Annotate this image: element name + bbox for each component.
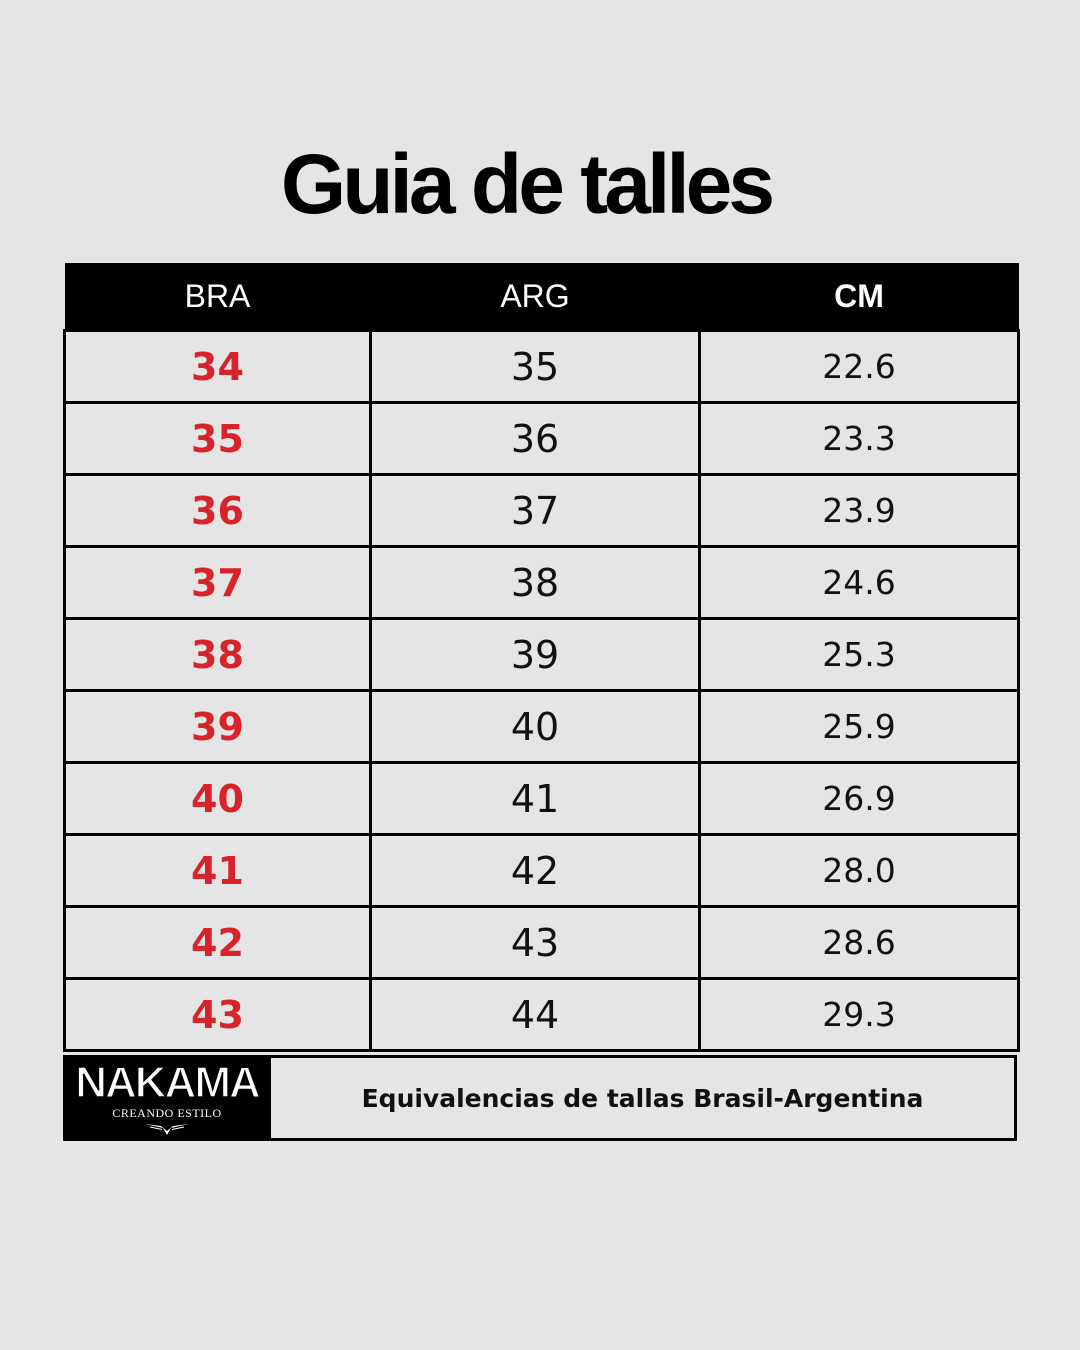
cm-length-cell: 22.6: [698, 329, 1020, 404]
bra-size-cell: 41: [63, 833, 372, 908]
bra-size-cell: 43: [63, 977, 372, 1052]
bra-size-cell: 42: [63, 905, 372, 980]
column-header-cm: CM: [699, 263, 1019, 331]
cm-length-cell: 23.9: [698, 473, 1020, 548]
bra-size-cell: 35: [63, 401, 372, 476]
table-header-row: BRA ARG CM: [64, 263, 1019, 331]
arg-size-cell: 38: [369, 545, 701, 620]
arg-size-cell: 42: [369, 833, 701, 908]
cm-length-cell: 25.9: [698, 689, 1020, 764]
arg-size-cell: 37: [369, 473, 701, 548]
column-header-bra: BRA: [64, 263, 371, 331]
arg-size-cell: 41: [369, 761, 701, 836]
table-row: 34 35 22.6: [63, 329, 1020, 404]
footer-caption: Equivalencias de tallas Brasil-Argentina: [361, 1083, 924, 1113]
cm-length-cell: 28.0: [698, 833, 1020, 908]
arg-size-cell: 36: [369, 401, 701, 476]
table-row: 39 40 25.9: [63, 689, 1020, 764]
table-row: 40 41 26.9: [63, 761, 1020, 836]
arg-size-cell: 40: [369, 689, 701, 764]
cm-length-cell: 29.3: [698, 977, 1020, 1052]
arg-size-cell: 43: [369, 905, 701, 980]
table-row: 38 39 25.3: [63, 617, 1020, 692]
arg-size-cell: 39: [369, 617, 701, 692]
cm-length-cell: 26.9: [698, 761, 1020, 836]
table-row: 43 44 29.3: [63, 977, 1020, 1052]
cm-length-cell: 25.3: [698, 617, 1020, 692]
arg-size-cell: 44: [369, 977, 701, 1052]
bra-size-cell: 39: [63, 689, 372, 764]
logo-wordmark: NAKAMA: [74, 1057, 261, 1107]
page-title: Guia de talles: [280, 137, 775, 231]
logo-tagline: CREANDO ESTILO: [112, 1105, 222, 1120]
cm-length-cell: 24.6: [698, 545, 1020, 620]
bra-size-cell: 37: [63, 545, 372, 620]
bra-size-cell: 34: [63, 329, 372, 404]
bra-size-cell: 36: [63, 473, 372, 548]
cm-length-cell: 23.3: [698, 401, 1020, 476]
footer-bar: NAKAMA CREANDO ESTILO Equivalencias de t…: [63, 1055, 1017, 1141]
cm-length-cell: 28.6: [698, 905, 1020, 980]
bra-size-cell: 38: [63, 617, 372, 692]
table-row: 35 36 23.3: [63, 401, 1020, 476]
arg-size-cell: 35: [369, 329, 701, 404]
table-row: 42 43 28.6: [63, 905, 1020, 980]
column-header-arg: ARG: [370, 263, 700, 331]
table-row: 41 42 28.0: [63, 833, 1020, 908]
size-chart-table: BRA ARG CM 34 35 22.6 35 36 23.3 36 37 2…: [63, 263, 1020, 1052]
winged-emblem-icon: [145, 1123, 189, 1135]
table-row: 36 37 23.9: [63, 473, 1020, 548]
bra-size-cell: 40: [63, 761, 372, 836]
table-row: 37 38 24.6: [63, 545, 1020, 620]
brand-logo: NAKAMA CREANDO ESTILO: [63, 1055, 271, 1141]
